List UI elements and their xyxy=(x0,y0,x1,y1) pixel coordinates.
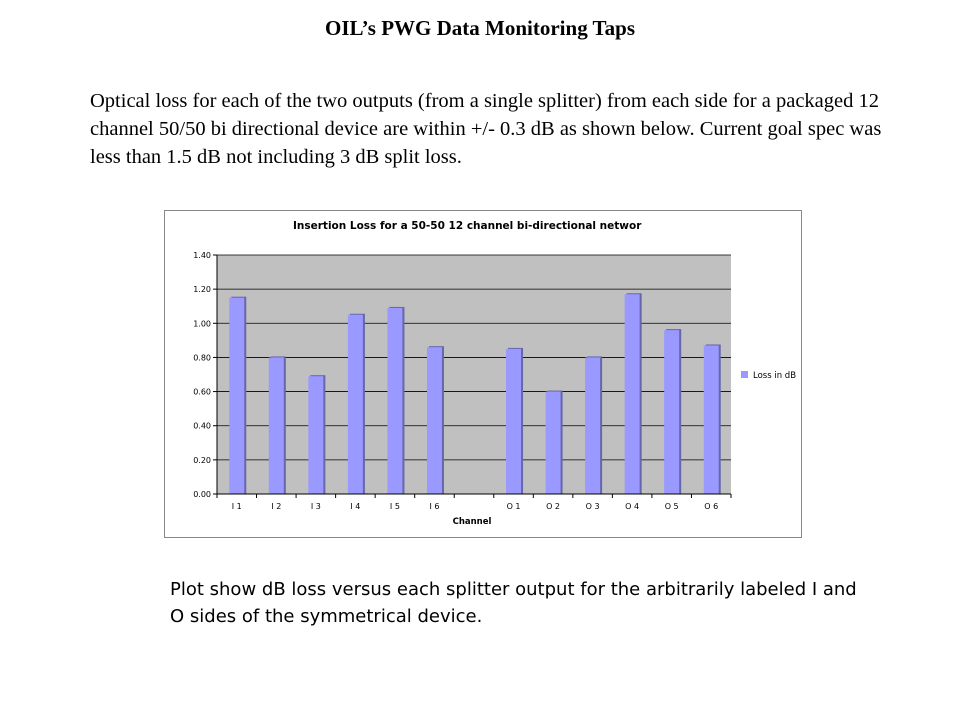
y-tick-label: 1.40 xyxy=(193,251,211,260)
x-tick-label: O 1 xyxy=(507,502,521,511)
bar xyxy=(426,347,442,494)
x-tick-label: O 5 xyxy=(665,502,679,511)
bar xyxy=(347,314,363,494)
x-tick-label: I 3 xyxy=(311,502,321,511)
chart-container: Insertion Loss for a 50-50 12 channel bi… xyxy=(164,210,802,538)
bar xyxy=(703,345,719,494)
y-tick-label: 0.80 xyxy=(193,353,211,362)
y-tick-label: 1.00 xyxy=(193,319,211,328)
x-tick-label: O 2 xyxy=(546,502,560,511)
x-axis-label: Channel xyxy=(453,517,492,527)
legend-swatch xyxy=(741,371,748,378)
caption: Plot show dB loss versus each splitter o… xyxy=(170,579,857,627)
chart-title: Insertion Loss for a 50-50 12 channel bi… xyxy=(293,220,642,232)
bar xyxy=(387,307,403,494)
legend-label: Loss in dB xyxy=(753,371,796,381)
bar xyxy=(308,376,324,494)
x-tick-label: I 2 xyxy=(271,502,281,511)
bar xyxy=(545,391,561,494)
x-tick-label: I 1 xyxy=(232,502,242,511)
bar xyxy=(268,357,284,494)
y-tick-label: 0.00 xyxy=(193,490,211,499)
y-tick-label: 1.20 xyxy=(193,285,211,294)
bar xyxy=(585,357,601,494)
y-tick-label: 0.60 xyxy=(193,388,211,397)
x-tick-label: I 5 xyxy=(390,502,400,511)
x-tick-label: I 6 xyxy=(429,502,439,511)
intro-paragraph: Optical loss for each of the two outputs… xyxy=(90,90,882,168)
slide-title: OIL’s PWG Data Monitoring Taps xyxy=(324,16,635,40)
insertion-loss-chart: Insertion Loss for a 50-50 12 channel bi… xyxy=(193,220,796,527)
bar xyxy=(624,294,640,494)
x-tick-label: O 3 xyxy=(586,502,600,511)
y-tick-label: 0.40 xyxy=(193,422,211,431)
x-tick-label: O 6 xyxy=(704,502,718,511)
y-tick-label: 0.20 xyxy=(193,456,211,465)
bar xyxy=(229,297,245,494)
x-tick-label: I 4 xyxy=(350,502,360,511)
bar xyxy=(664,330,680,494)
plot-area xyxy=(217,255,731,494)
bar xyxy=(506,348,522,494)
chart-legend: Loss in dB xyxy=(741,371,796,381)
x-tick-label: O 4 xyxy=(625,502,639,511)
